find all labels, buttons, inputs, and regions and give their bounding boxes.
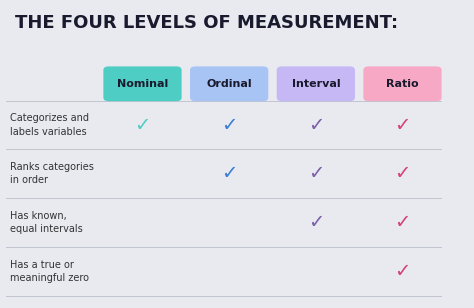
- Text: ✓: ✓: [394, 213, 410, 232]
- FancyBboxPatch shape: [277, 67, 355, 101]
- Text: ✓: ✓: [394, 164, 410, 183]
- Text: Has a true or
meaningful zero: Has a true or meaningful zero: [10, 260, 89, 283]
- Text: Ratio: Ratio: [386, 79, 419, 89]
- Text: Interval: Interval: [292, 79, 340, 89]
- FancyBboxPatch shape: [103, 67, 182, 101]
- Text: ✓: ✓: [308, 213, 324, 232]
- Text: ✓: ✓: [394, 116, 410, 135]
- Text: ✓: ✓: [308, 116, 324, 135]
- Text: THE FOUR LEVELS OF MEASUREMENT:: THE FOUR LEVELS OF MEASUREMENT:: [15, 14, 398, 32]
- Text: ✓: ✓: [308, 164, 324, 183]
- Text: ✓: ✓: [394, 262, 410, 281]
- Text: ✓: ✓: [221, 116, 237, 135]
- Text: Ordinal: Ordinal: [206, 79, 252, 89]
- FancyBboxPatch shape: [190, 67, 268, 101]
- Text: Has known,
equal intervals: Has known, equal intervals: [10, 211, 83, 234]
- Text: ✓: ✓: [221, 164, 237, 183]
- FancyBboxPatch shape: [364, 67, 442, 101]
- Text: Ranks categories
in order: Ranks categories in order: [10, 162, 94, 185]
- Text: Nominal: Nominal: [117, 79, 168, 89]
- Text: Categorizes and
labels variables: Categorizes and labels variables: [10, 113, 89, 137]
- Text: ✓: ✓: [134, 116, 151, 135]
